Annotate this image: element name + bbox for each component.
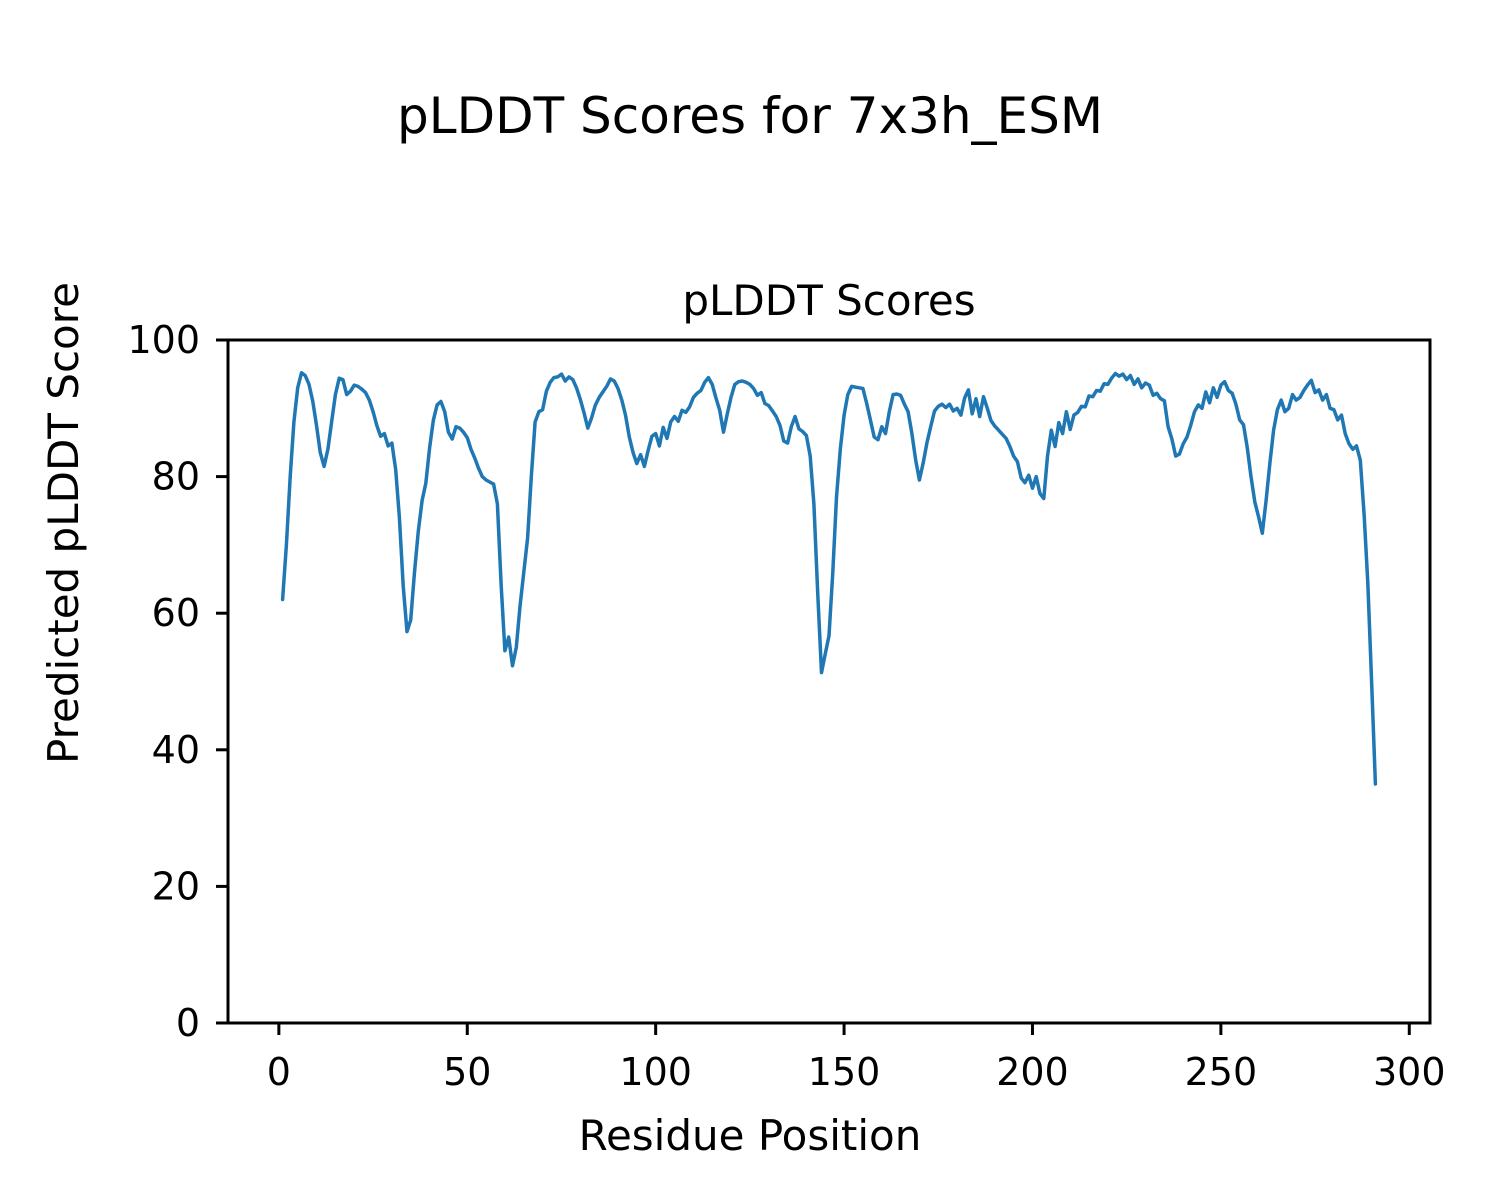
y-tick-label: 20: [152, 864, 200, 908]
plddt-line: [280, 371, 1378, 786]
x-axis-ticks: 0 50 100 150 200 250 300: [267, 1023, 1446, 1094]
y-tick-label: 80: [152, 455, 200, 499]
y-axis-ticks: 0 20 40 60 80 100: [127, 318, 228, 1045]
x-tick-label: 200: [996, 1050, 1069, 1094]
axes-frame: [226, 338, 1432, 1025]
x-tick-label: 250: [1185, 1050, 1258, 1094]
x-tick-label: 0: [267, 1050, 291, 1094]
x-tick-label: 150: [808, 1050, 881, 1094]
x-tick-label: 100: [619, 1050, 692, 1094]
y-tick-label: 40: [152, 728, 200, 772]
axes-title: pLDDT Scores: [682, 276, 975, 325]
x-axis-label: Residue Position: [579, 1111, 922, 1160]
y-tick-label: 0: [176, 1001, 200, 1045]
y-axis-label: Predicted pLDDT Score: [39, 282, 88, 764]
y-tick-label: 100: [127, 318, 200, 362]
x-tick-label: 50: [443, 1050, 491, 1094]
figure-suptitle: pLDDT Scores for 7x3h_ESM: [397, 87, 1103, 145]
x-tick-label: 300: [1373, 1050, 1446, 1094]
y-tick-label: 60: [152, 591, 200, 635]
